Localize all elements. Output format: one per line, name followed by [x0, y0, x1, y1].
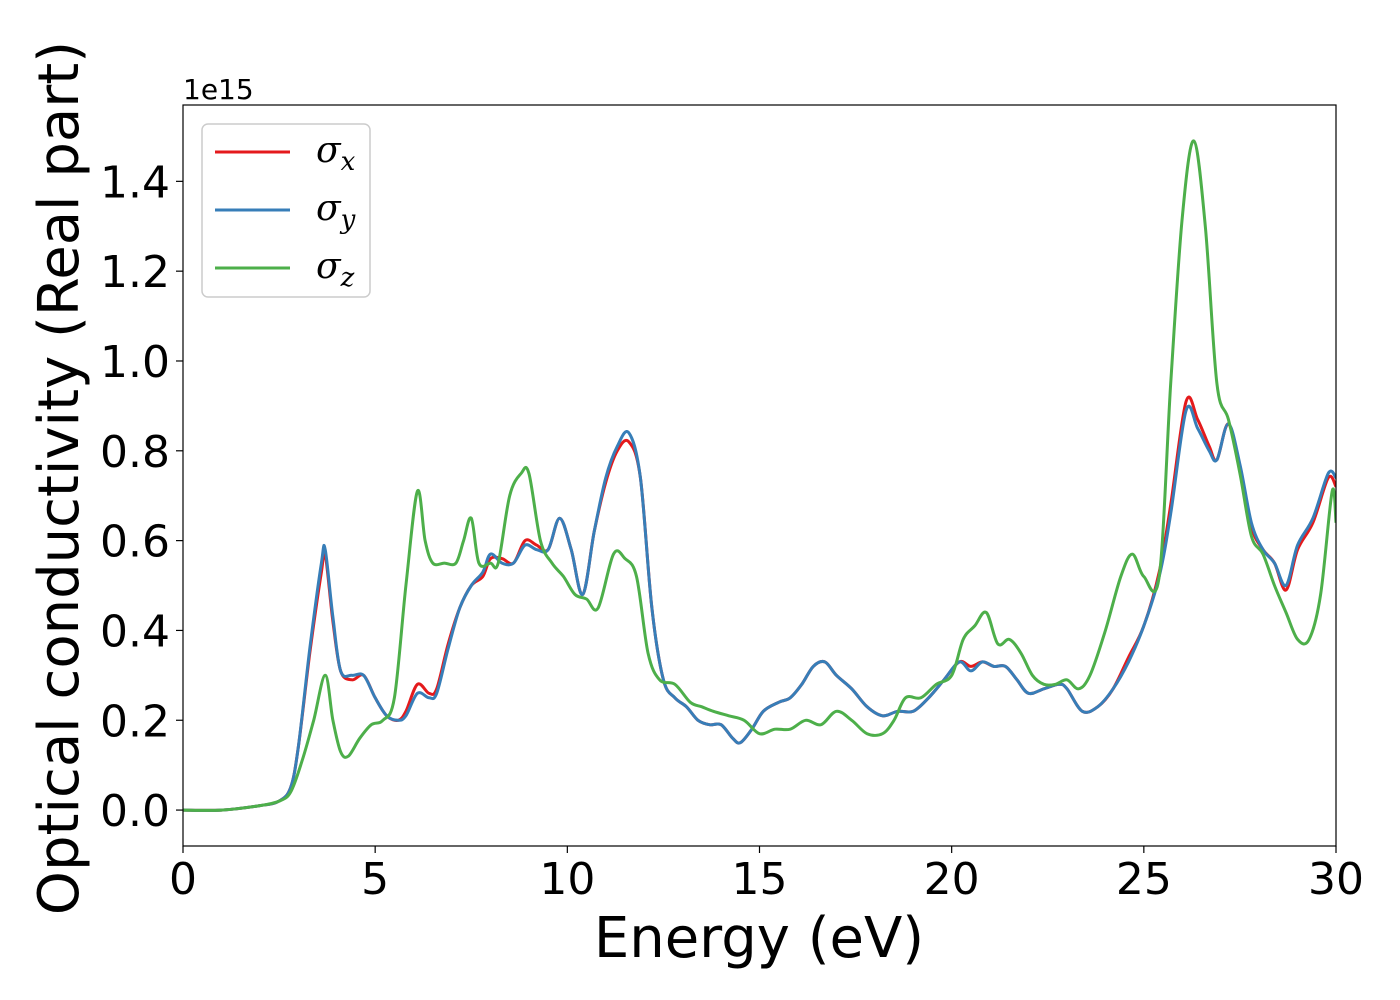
series-line-z [183, 139, 1336, 812]
legend: σx σy σz [201, 123, 371, 298]
y-axis-label: Optical conductivity (Real part) [27, 41, 92, 915]
x-tick-label: 15 [732, 854, 788, 905]
y-tick-label: 0.6 [100, 517, 170, 568]
legend-label-y: σy [316, 188, 356, 235]
x-axis-label: Energy (eV) [594, 906, 924, 971]
x-tick-label: 20 [924, 854, 980, 905]
y-tick-label: 0.8 [100, 427, 170, 478]
legend-label-x: σx [316, 130, 356, 177]
series-lines [183, 139, 1336, 812]
x-tick-label: 5 [361, 854, 389, 905]
axis-ticks: 0 5 10 15 20 25 30 0.0 0.2 0.4 0.6 0.8 1.0 1.2 1.4 [100, 157, 1364, 905]
legend-label-z: σz [316, 246, 355, 293]
y-tick-label: 0.2 [100, 696, 170, 747]
x-tick-label: 0 [169, 854, 197, 905]
x-tick-label: 30 [1308, 854, 1364, 905]
y-tick-label: 1.4 [100, 157, 170, 208]
y-tick-label: 0.0 [100, 786, 170, 837]
y-tick-label: 1.0 [100, 337, 170, 388]
x-tick-label: 25 [1116, 854, 1172, 905]
y-tick-label: 0.4 [100, 606, 170, 657]
x-tick-label: 10 [539, 854, 595, 905]
y-offset-text: 1e15 [183, 73, 254, 106]
y-tick-label: 1.2 [100, 247, 170, 298]
